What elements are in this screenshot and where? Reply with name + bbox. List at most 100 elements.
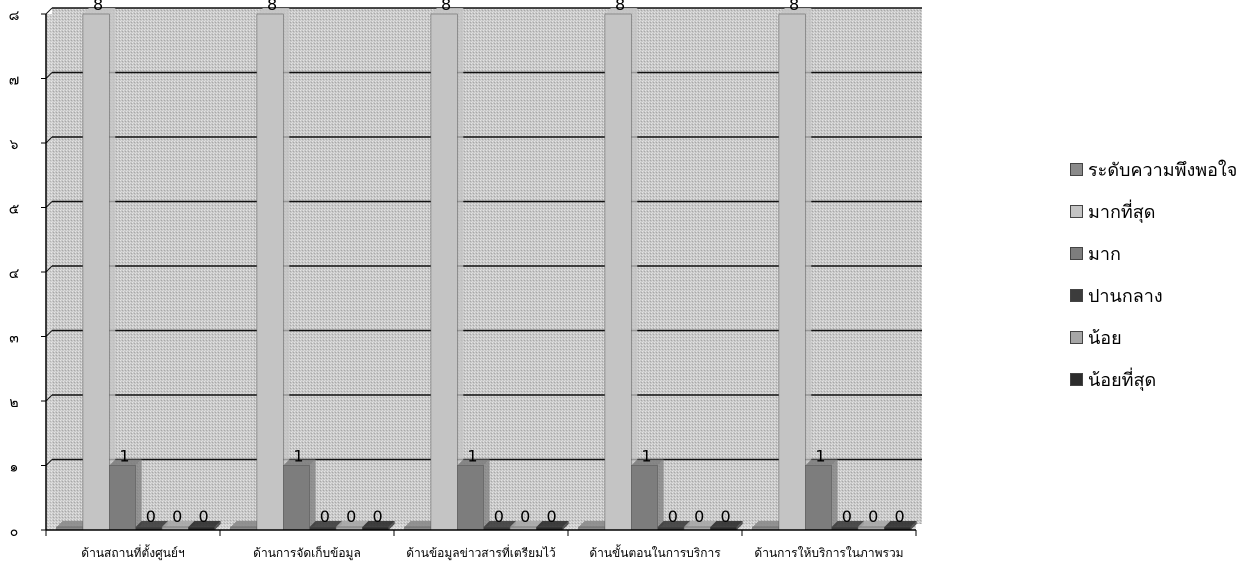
gridline-depth xyxy=(45,7,53,15)
data-label: 1 xyxy=(467,447,477,466)
bar-side xyxy=(736,521,743,530)
bar-top xyxy=(162,521,195,527)
y-tick-label: ๖ xyxy=(10,137,19,153)
bar-top xyxy=(684,521,717,527)
bar xyxy=(283,465,310,531)
gridlines xyxy=(45,7,922,466)
bar xyxy=(430,13,458,531)
data-label: 0 xyxy=(346,507,356,526)
gridline-depth xyxy=(45,265,53,273)
data-label: 8 xyxy=(93,0,103,14)
data-label: 0 xyxy=(372,507,382,526)
data-label: 0 xyxy=(694,507,704,526)
gridline-depth xyxy=(45,459,53,466)
category-label: ด้านขั้นตอนในการบริการ xyxy=(589,544,721,560)
bar-top xyxy=(483,521,516,527)
y-tick-label: ๒ xyxy=(9,395,18,411)
bar-side xyxy=(309,459,316,530)
category-label: ด้านการให้บริการในภาพรวม xyxy=(754,546,903,560)
bar-top xyxy=(778,8,812,14)
legend-item: น้อย xyxy=(1070,316,1237,358)
data-label: 8 xyxy=(441,0,451,14)
data-label: 0 xyxy=(720,507,730,526)
bar-top xyxy=(604,8,638,14)
legend-item: ปานกลาง xyxy=(1070,274,1237,316)
gridline-depth xyxy=(45,394,53,402)
data-label: 1 xyxy=(815,447,825,466)
legend-label: น้อยที่สุด xyxy=(1088,369,1157,391)
data-label: 8 xyxy=(615,0,625,14)
bar-top xyxy=(858,521,891,527)
bar-side xyxy=(805,8,812,530)
y-tick-label: ๕ xyxy=(9,202,20,218)
data-label: 0 xyxy=(146,507,156,526)
bar-side xyxy=(214,521,221,530)
bar xyxy=(256,13,284,531)
data-label: 1 xyxy=(119,447,129,466)
bar-top xyxy=(336,521,369,527)
bar-top xyxy=(82,8,116,14)
legend-label: ปานกลาง xyxy=(1088,285,1163,307)
category-label: ด้านข้อมูลข่าวสารที่เตรียมไว้ xyxy=(406,544,556,561)
y-tick-label: ๘ xyxy=(9,8,20,24)
gridline-depth xyxy=(45,72,53,79)
legend-label: มากที่สุด xyxy=(1088,201,1156,223)
gridline-depth xyxy=(45,136,53,144)
data-label: 0 xyxy=(868,507,878,526)
data-label: 0 xyxy=(172,507,182,526)
bar-top xyxy=(256,8,290,14)
legend-label: ระดับความพึงพอใจ xyxy=(1088,159,1238,181)
bar xyxy=(604,13,632,531)
data-label: 0 xyxy=(320,507,330,526)
bar-side xyxy=(657,459,664,530)
bar-side xyxy=(631,8,638,530)
legend-item: น้อยที่สุด xyxy=(1070,358,1237,400)
bar-side xyxy=(457,8,464,530)
data-label: 0 xyxy=(494,507,504,526)
bar-top xyxy=(657,521,690,527)
x-tick-labels: ด้านสถานที่ตั้งศูนย์ฯ ด้านการจัดเก็บข้อมู… xyxy=(81,544,903,561)
legend-swatch xyxy=(1070,330,1083,344)
bar-top xyxy=(578,521,611,527)
legend-item: ระดับความพึงพอใจ xyxy=(1070,148,1237,190)
y-tick-label: ๓ xyxy=(9,331,19,347)
bars xyxy=(56,8,917,531)
bar-top xyxy=(831,521,864,527)
data-label: 0 xyxy=(520,507,530,526)
data-label: 0 xyxy=(198,507,208,526)
bar-top xyxy=(188,521,221,527)
plot-area xyxy=(46,14,916,530)
legend-swatch xyxy=(1070,162,1083,176)
gridline-depth xyxy=(45,330,53,337)
data-label: 8 xyxy=(789,0,799,14)
legend-swatch xyxy=(1070,372,1083,386)
data-label: 1 xyxy=(641,447,651,466)
bar xyxy=(82,13,110,531)
y-tick-label: ๔ xyxy=(9,266,20,282)
bar-top xyxy=(109,459,142,466)
bar-top xyxy=(710,521,743,527)
bar-top xyxy=(752,521,785,527)
bar-side xyxy=(109,8,116,530)
bar-side xyxy=(388,521,395,530)
data-label: 0 xyxy=(668,507,678,526)
category-label: ด้านสถานที่ตั้งศูนย์ฯ xyxy=(81,544,184,561)
bar-side xyxy=(910,521,917,530)
bar xyxy=(109,465,136,531)
bar-top xyxy=(404,521,437,527)
bar-side xyxy=(831,459,838,530)
bar-top xyxy=(457,459,490,466)
bar-top xyxy=(362,521,395,527)
bar xyxy=(457,465,484,531)
legend-swatch xyxy=(1070,246,1083,260)
y-tick-label: ๑ xyxy=(10,460,19,476)
bar-top xyxy=(805,459,838,466)
bar-top xyxy=(309,521,342,527)
bar-side xyxy=(562,521,569,530)
data-label: 0 xyxy=(842,507,852,526)
bar-side xyxy=(483,459,490,530)
bar-top xyxy=(283,459,316,466)
bar-top xyxy=(631,459,664,466)
